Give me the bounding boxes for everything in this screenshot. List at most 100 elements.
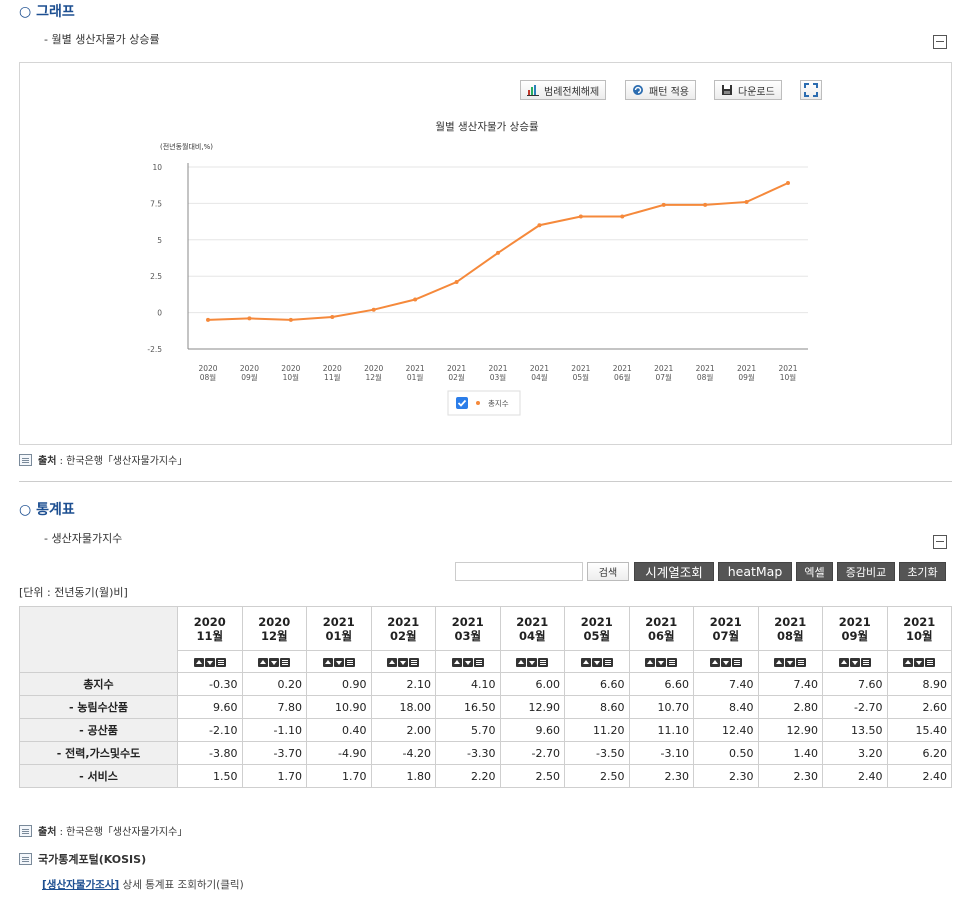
table-cell: -3.70 (241, 741, 307, 765)
sort-desc-icon[interactable] (398, 657, 409, 667)
table-cell: 7.40 (757, 672, 823, 696)
data-point (786, 181, 790, 186)
sort-asc-icon[interactable] (451, 657, 462, 667)
y-tick-label: 7.5 (150, 199, 162, 208)
legend-marker (476, 401, 480, 405)
sort-reset-icon[interactable] (602, 657, 613, 667)
sort-desc-icon[interactable] (849, 657, 860, 667)
data-point (371, 307, 376, 312)
table-cell: -1.10 (241, 718, 307, 742)
excel-button[interactable]: 엑셀 (796, 562, 833, 581)
table-cell: 0.20 (241, 672, 307, 696)
document-icon (19, 853, 32, 865)
sort-desc-icon[interactable] (204, 657, 215, 667)
x-tick-month: 12월 (365, 372, 382, 382)
sort-asc-icon[interactable] (774, 657, 785, 667)
sort-desc-icon[interactable] (527, 657, 538, 667)
pattern-apply-button[interactable]: 패턴 적용 (625, 80, 696, 100)
x-tick-month: 02월 (448, 372, 465, 382)
sort-reset-icon[interactable] (409, 657, 420, 667)
column-year: 2021 (645, 614, 678, 629)
sort-asc-icon[interactable] (387, 657, 398, 667)
sort-asc-icon[interactable] (258, 657, 269, 667)
sort-asc-icon[interactable] (903, 657, 914, 667)
x-tick-year: 2021 (737, 364, 756, 373)
table-cell: 2.30 (757, 764, 823, 788)
sort-desc-icon[interactable] (914, 657, 925, 667)
legend-toggle-button[interactable]: 범례전체해제 (520, 80, 607, 100)
table-cell: 12.90 (499, 695, 565, 719)
data-point (496, 250, 500, 255)
table-cell: 16.50 (435, 695, 501, 719)
expand-icon (804, 83, 818, 97)
table-cell: 9.60 (177, 695, 243, 719)
timeseries-button[interactable]: 시계열조회 (634, 562, 714, 581)
column-year: 2021 (580, 614, 613, 629)
kosis-detail-link[interactable]: [생산자물가조사] (42, 879, 120, 891)
sort-asc-icon[interactable] (838, 657, 849, 667)
data-point (578, 214, 583, 219)
sort-desc-icon[interactable] (785, 657, 796, 667)
stats-collapse-button[interactable] (933, 535, 947, 549)
sort-reset-icon[interactable] (473, 657, 484, 667)
sort-reset-icon[interactable] (215, 657, 226, 667)
download-label: 다운로드 (738, 86, 775, 98)
column-year: 2020 (193, 614, 226, 629)
heatmap-button[interactable]: heatMap (718, 562, 792, 581)
sort-asc-icon[interactable] (709, 657, 720, 667)
table-row: - 농림수산품 9.60 7.80 10.90 18.00 16.50 12.90 8.60 1… (19, 695, 952, 719)
sort-desc-icon[interactable] (333, 657, 344, 667)
reset-button[interactable]: 초기화 (899, 562, 946, 581)
x-tick-month: 08월 (697, 372, 714, 382)
sort-reset-icon[interactable] (796, 657, 807, 667)
sort-reset-icon[interactable] (344, 657, 355, 667)
column-header: 2021 02월 (370, 606, 436, 651)
sort-asc-icon[interactable] (516, 657, 527, 667)
graph-subtitle: - 월별 생산자물가 상승률 (44, 33, 160, 46)
data-point (206, 317, 210, 322)
column-sort-controls (757, 650, 823, 673)
graph-collapse-button[interactable] (933, 35, 947, 49)
table-cell: 2.50 (499, 764, 565, 788)
sort-asc-icon[interactable] (193, 657, 204, 667)
stats-source: 출처 : 한국은행「생산자물가지수」 (19, 823, 187, 838)
y-tick-label: 0 (157, 309, 162, 318)
sort-desc-icon[interactable] (462, 657, 473, 667)
sort-desc-icon[interactable] (269, 657, 280, 667)
table-cell: 0.90 (306, 672, 372, 696)
sort-reset-icon[interactable] (731, 657, 742, 667)
sort-asc-icon[interactable] (322, 657, 333, 667)
sort-reset-icon[interactable] (860, 657, 871, 667)
sort-asc-icon[interactable] (645, 657, 656, 667)
column-sort-controls (241, 650, 307, 673)
sort-desc-icon[interactable] (720, 657, 731, 667)
table-cell: 5.70 (435, 718, 501, 742)
sort-reset-icon[interactable] (538, 657, 549, 667)
compare-button[interactable]: 증감비교 (837, 562, 895, 581)
sort-reset-icon[interactable] (925, 657, 936, 667)
column-month: 06월 (647, 628, 675, 643)
search-input[interactable] (455, 562, 583, 581)
column-header: 2020 12월 (241, 606, 307, 651)
table-cell: -3.10 (628, 741, 694, 765)
x-tick-year: 2021 (530, 364, 549, 373)
fullscreen-button[interactable] (800, 80, 822, 100)
legend-checkbox[interactable] (456, 397, 468, 409)
table-cell: 1.80 (370, 764, 436, 788)
sort-reset-icon[interactable] (280, 657, 291, 667)
legend-label: 총지수 (488, 399, 509, 408)
download-button[interactable]: 다운로드 (714, 80, 782, 100)
column-year: 2021 (903, 614, 936, 629)
table-row: - 공산품 -2.10 -1.10 0.40 2.00 5.70 9.60 11.20 11.1… (19, 718, 952, 742)
sort-desc-icon[interactable] (656, 657, 667, 667)
sort-desc-icon[interactable] (591, 657, 602, 667)
column-sort-controls (822, 650, 888, 673)
search-button[interactable]: 검색 (587, 562, 629, 581)
table-cell: 1.40 (757, 741, 823, 765)
table-cell: 12.90 (757, 718, 823, 742)
table-cell: 13.50 (822, 718, 888, 742)
table-cell: 1.70 (306, 764, 372, 788)
legend-toggle-label: 범례전체해제 (544, 86, 600, 98)
sort-asc-icon[interactable] (580, 657, 591, 667)
sort-reset-icon[interactable] (667, 657, 678, 667)
